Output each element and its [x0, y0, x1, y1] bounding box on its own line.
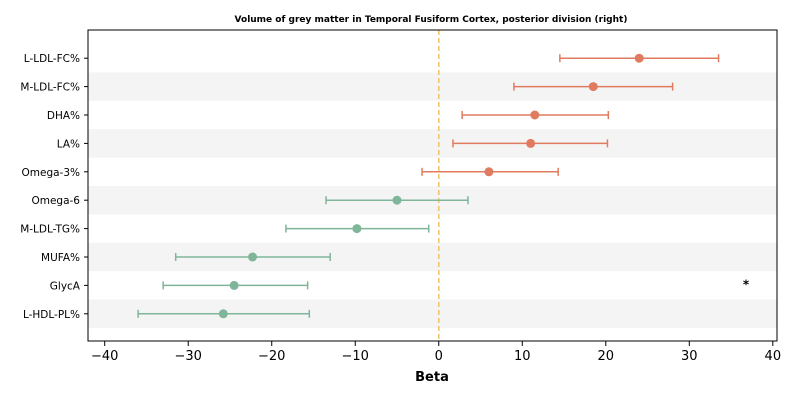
- significance-annotation: *: [743, 277, 750, 291]
- row-mark: [162, 280, 309, 290]
- chart-title: Volume of grey matter in Temporal Fusifo…: [235, 15, 628, 25]
- plot-border: [87, 29, 778, 342]
- y-tick-label: Omega-6: [31, 195, 80, 207]
- x-tick-label: −40: [91, 349, 118, 364]
- point-estimate: [392, 195, 402, 205]
- y-tick-label: M-LDL-TG%: [20, 224, 80, 236]
- row-band: [88, 129, 777, 158]
- y-tick-label: GlycA: [50, 280, 81, 292]
- y-tick-label: L-LDL-FC%: [24, 53, 80, 65]
- plot-frame: [87, 29, 778, 342]
- row-mark: [461, 110, 610, 120]
- point-estimate: [526, 138, 536, 148]
- point-estimate: [229, 280, 239, 290]
- row-mark: [137, 309, 311, 319]
- x-tick-label: −10: [342, 349, 369, 364]
- point-estimate: [248, 252, 258, 262]
- point-estimate: [588, 82, 598, 92]
- y-tick-label: DHA%: [47, 110, 80, 122]
- row-mark: [421, 167, 559, 177]
- x-tick-label: 0: [435, 349, 443, 364]
- row-band: [88, 72, 777, 101]
- x-tick-label: 20: [598, 349, 615, 364]
- row-mark: [325, 195, 469, 205]
- row-mark: [174, 252, 331, 262]
- y-tick-label: Omega-3%: [22, 167, 81, 179]
- row-mark: [285, 224, 430, 234]
- x-tick-label: 40: [765, 349, 782, 364]
- x-tick-label: 10: [514, 349, 531, 364]
- y-tick-label: L-HDL-PL%: [23, 309, 80, 321]
- point-estimate: [218, 309, 228, 319]
- row-mark: [559, 53, 720, 63]
- row-mark: [513, 82, 674, 92]
- x-axis-label: Beta: [415, 370, 449, 385]
- point-estimate: [352, 224, 362, 234]
- x-tick-label: −20: [258, 349, 285, 364]
- x-tick-label: −30: [174, 349, 201, 364]
- y-tick-label: LA%: [57, 138, 80, 150]
- y-tick-label: M-LDL-FC%: [20, 82, 80, 94]
- y-axis: L-LDL-FC% M-LDL-FC% DHA% LA% Omega-3% Omega-6…: [20, 53, 88, 321]
- data-marks: [137, 53, 720, 319]
- point-estimate: [484, 167, 494, 177]
- y-tick-label: MUFA%: [41, 252, 80, 264]
- point-estimate: [530, 110, 540, 120]
- x-axis: −40 −30 −20 −10 0 10 20 30 40: [91, 341, 781, 364]
- row-mark: [452, 138, 609, 148]
- point-estimate: [634, 53, 644, 63]
- x-tick-label: 30: [681, 349, 698, 364]
